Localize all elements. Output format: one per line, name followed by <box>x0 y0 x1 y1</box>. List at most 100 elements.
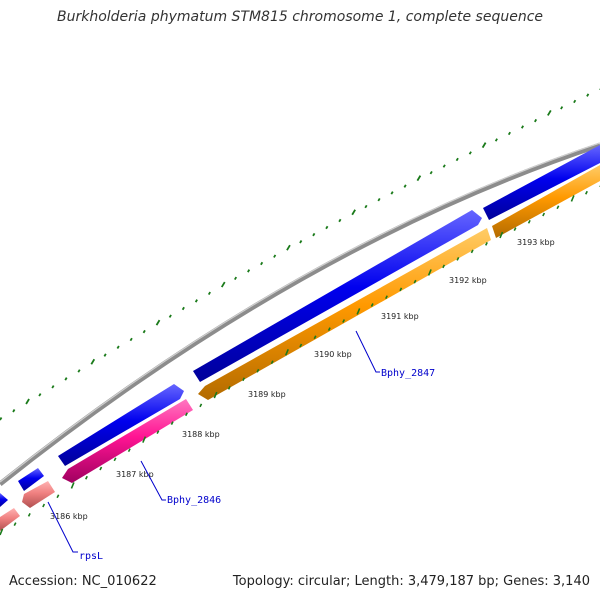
scale-tick <box>356 308 361 315</box>
outer-dot <box>468 151 472 155</box>
gene-label-leader <box>47 501 78 553</box>
scale-tick <box>499 231 504 239</box>
scale-tick <box>184 412 188 417</box>
tick-label: 3190 kbp <box>314 350 352 359</box>
gene-label-leader <box>140 460 166 501</box>
outer-dot <box>207 291 211 296</box>
scale-tick <box>370 303 374 307</box>
gene-arrow-forward <box>18 468 44 491</box>
outer-dot <box>520 125 525 129</box>
outer-dot <box>77 369 81 373</box>
scale-tick <box>327 327 331 331</box>
outer-dot <box>364 204 368 209</box>
outer-dot <box>494 138 498 142</box>
outer-dot <box>168 314 172 318</box>
scale-tick <box>556 205 560 210</box>
outer-dot <box>220 281 226 288</box>
outer-dot <box>260 261 264 266</box>
outer-dot <box>455 157 459 162</box>
outer-dot <box>181 306 185 311</box>
forward-strand-genes <box>0 145 600 507</box>
scale-tick <box>170 421 174 425</box>
gene-label-leader <box>355 330 380 373</box>
scale-tick <box>542 212 546 217</box>
outer-dot <box>51 385 55 389</box>
scale-tick <box>27 512 31 517</box>
outer-dot <box>416 175 422 182</box>
tick-label: 3193 kbp <box>517 238 555 247</box>
outer-dot <box>286 244 291 251</box>
outer-dot <box>103 353 107 357</box>
outer-dot <box>194 299 198 303</box>
gene-label: Bphy_2847 <box>381 368 435 379</box>
outer-dot <box>0 417 3 421</box>
gene-arrow-reverse <box>492 165 600 238</box>
accession-text: Accession: NC_010622 <box>9 574 157 589</box>
outer-dot <box>481 142 487 149</box>
outer-dot <box>442 164 446 168</box>
outer-dot <box>38 393 42 397</box>
outer-dot <box>12 409 16 413</box>
scale-tick <box>270 360 274 365</box>
scale-tick <box>84 475 88 480</box>
scale-tick <box>470 249 474 254</box>
scale-tick <box>584 190 588 195</box>
outer-dot <box>573 99 577 104</box>
scale-tick <box>13 522 17 527</box>
outer-dot <box>560 106 564 110</box>
outer-dot <box>129 337 133 342</box>
scale-tick <box>113 457 117 462</box>
scale-ticks: 3186 kbp 3187 kbp 3188 kbp 3189 kbp 3190 kbp… <box>0 88 600 536</box>
scale-tick <box>384 295 388 300</box>
scale-tick <box>342 319 346 323</box>
scale-tick <box>156 430 160 434</box>
sequence-summary: Topology: circular; Length: 3,479,187 bp… <box>232 574 590 589</box>
outer-dot <box>234 276 238 281</box>
outer-dot <box>338 218 342 223</box>
scale-tick <box>199 403 203 408</box>
gene-arrow-forward <box>58 384 184 466</box>
gene-label: Bphy_2846 <box>167 495 221 506</box>
outer-dot <box>155 319 161 326</box>
gene-labels: rpsL Bphy_2846 Bphy_2847 <box>47 330 435 562</box>
scale-tick <box>313 335 317 340</box>
scale-tick <box>256 368 260 373</box>
tick-label: 3186 kbp <box>50 512 88 521</box>
scale-tick <box>0 528 4 536</box>
scale-tick <box>213 391 218 399</box>
outer-dot <box>507 131 511 136</box>
outer-dot <box>64 377 68 381</box>
scale-tick <box>242 377 246 382</box>
scale-tick <box>142 436 147 443</box>
outer-dot <box>547 109 552 116</box>
gene-arrow-reverse <box>62 399 193 483</box>
scale-tick <box>427 269 432 276</box>
scale-tick <box>399 287 403 292</box>
scale-tick <box>513 227 517 231</box>
outer-dot <box>403 184 407 188</box>
gene-label: rpsL <box>79 551 103 562</box>
tick-label: 3189 kbp <box>248 390 286 399</box>
gene-arrow-reverse <box>22 481 55 508</box>
gene-arrow-forward <box>483 145 600 220</box>
gene-arrow-forward <box>193 210 482 382</box>
scale-tick <box>570 195 575 202</box>
scale-tick <box>527 219 531 224</box>
tick-label: 3188 kbp <box>182 430 220 439</box>
scale-tick <box>413 279 417 284</box>
gene-arrow-forward <box>0 493 8 507</box>
scale-tick <box>442 264 446 269</box>
outer-dot <box>247 269 251 273</box>
outer-dot <box>90 358 96 365</box>
outer-dot <box>312 232 316 237</box>
tick-label: 3191 kbp <box>381 312 419 321</box>
scale-tick <box>127 448 131 453</box>
outer-dot <box>351 209 356 216</box>
scale-tick <box>227 386 231 390</box>
map-title: Burkholderia phymatum STM815 chromosome … <box>56 9 543 25</box>
tick-label: 3187 kbp <box>116 470 154 479</box>
outer-dot <box>325 225 329 230</box>
scale-tick <box>299 343 303 348</box>
reverse-strand-genes <box>0 165 600 531</box>
